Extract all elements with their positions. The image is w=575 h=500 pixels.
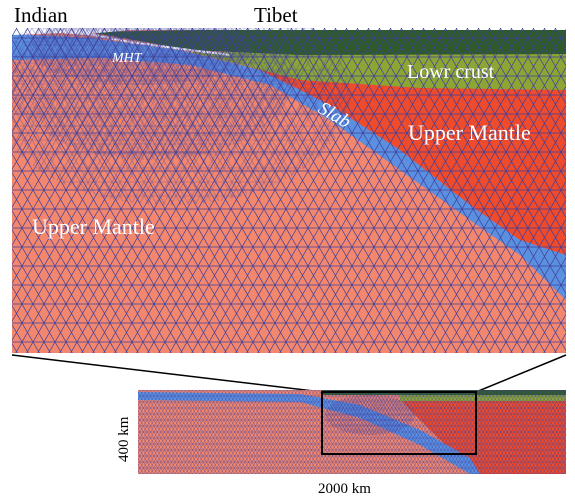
- zoom-line-left: [11, 354, 323, 393]
- label-lower-crust: Lowr crust: [407, 61, 495, 83]
- main-panel: [12, 28, 566, 353]
- label-mht: MHT: [111, 51, 143, 66]
- label-inset-width: 2000 km: [318, 481, 371, 497]
- zoom-line-right: [475, 354, 567, 393]
- label-upper-mantle-right: Upper Mantle: [408, 120, 531, 145]
- label-inset-depth: 400 km: [116, 416, 132, 462]
- label-upper-mantle-left: Upper Mantle: [32, 214, 155, 239]
- inset-zoom-box: [321, 391, 477, 455]
- label-indian: Indian: [14, 3, 68, 27]
- inset-panel: [138, 390, 566, 474]
- label-tibet: Tibet: [254, 3, 298, 27]
